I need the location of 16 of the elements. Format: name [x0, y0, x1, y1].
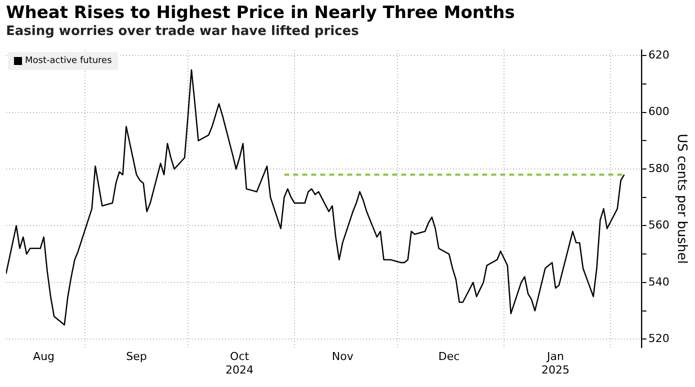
legend-label: Most-active futures	[25, 56, 112, 66]
x-tick-label: Nov	[332, 350, 354, 364]
chart-subtitle: Easing worries over trade war have lifted prices	[6, 24, 359, 39]
y-tick-label: 540	[648, 275, 670, 288]
y-tick-label: 600	[648, 105, 670, 118]
x-tick-label: Sep	[126, 350, 147, 364]
y-tick-label: 580	[648, 162, 670, 175]
x-tick-label: Aug	[33, 350, 55, 364]
chart-title: Wheat Rises to Highest Price in Nearly Three Months	[6, 3, 515, 23]
y-tick-label: 560	[648, 218, 670, 232]
x-tick-label: Dec	[438, 350, 460, 364]
x-tick-label: Jan 2025	[542, 350, 570, 376]
y-axis-title: US cents per bushel	[674, 134, 689, 264]
y-tick-label: 620	[648, 48, 670, 62]
x-tick-label: Oct 2024	[226, 350, 254, 376]
y-tick-label: 520	[648, 332, 670, 345]
